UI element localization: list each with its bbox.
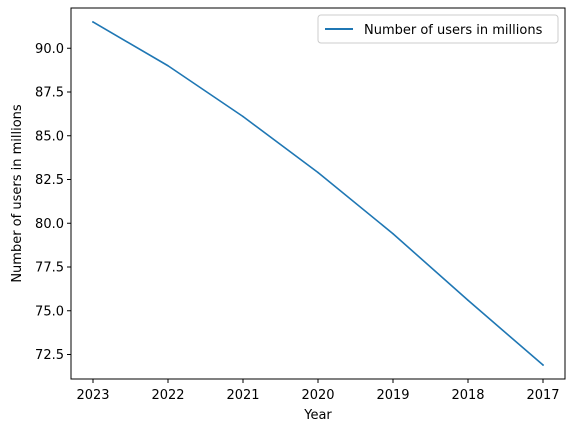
data-point bbox=[92, 21, 94, 23]
y-axis: 72.5 75.0 77.5 80.0 82.5 85.0 87.5 90.0 bbox=[35, 42, 71, 363]
x-tick-label: 2022 bbox=[151, 388, 184, 403]
x-axis: 2023 2022 2021 2020 2019 2018 2017 bbox=[76, 379, 560, 403]
data-point bbox=[392, 232, 394, 235]
y-tick-label: 72.5 bbox=[35, 348, 64, 363]
plot-frame bbox=[70, 7, 566, 380]
data-point bbox=[317, 171, 319, 174]
series-line bbox=[91, 20, 545, 367]
y-tick-label: 75.0 bbox=[35, 304, 64, 319]
y-tick-label: 82.5 bbox=[35, 173, 64, 188]
data-point bbox=[467, 299, 469, 302]
y-tick-label: 85.0 bbox=[35, 129, 64, 144]
series-layer bbox=[91, 20, 545, 367]
legend: Number of users in millions bbox=[317, 14, 559, 44]
legend-label: Number of users in millions bbox=[364, 23, 543, 38]
y-tick-label: 87.5 bbox=[35, 86, 64, 101]
x-tick-label: 2021 bbox=[226, 388, 259, 403]
y-axis-label: Number of users in millions bbox=[10, 104, 25, 283]
data-point bbox=[542, 364, 544, 366]
y-tick-label: 80.0 bbox=[35, 217, 64, 232]
y-tick-label: 77.5 bbox=[35, 261, 64, 276]
legend-box bbox=[317, 14, 559, 44]
x-tick-label: 2019 bbox=[376, 388, 409, 403]
x-tick-label: 2018 bbox=[451, 388, 484, 403]
data-point bbox=[242, 115, 244, 118]
x-tick-label: 2023 bbox=[76, 388, 109, 403]
data-point bbox=[167, 64, 169, 67]
x-tick-label: 2020 bbox=[301, 388, 334, 403]
x-axis-label: Year bbox=[303, 408, 332, 423]
y-tick-label: 90.0 bbox=[35, 42, 64, 57]
x-tick-label: 2017 bbox=[526, 388, 559, 403]
